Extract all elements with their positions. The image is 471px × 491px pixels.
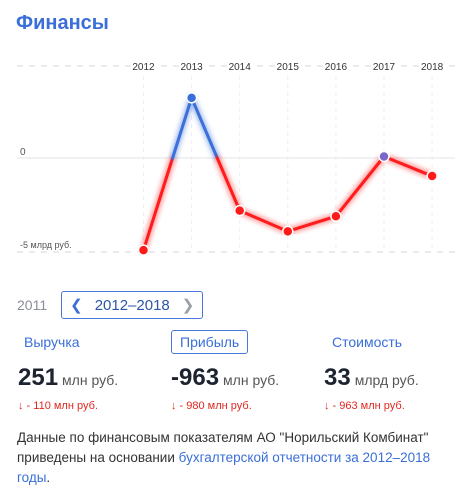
capitalization-value: 33	[324, 364, 351, 391]
series-line-segment	[286, 214, 338, 233]
financial-reports-link[interactable]: бухгалтерской отчетности за 2012–2018 го…	[17, 450, 431, 485]
y-tick-label: 0	[20, 147, 26, 158]
y-tick-label: -5 млрд руб.	[20, 240, 72, 250]
metric-profit: Прибыль -963 млн руб. ↓ - 980 млн руб.	[171, 330, 279, 412]
data-point	[137, 244, 150, 256]
data-point	[185, 92, 198, 104]
data-point	[378, 150, 390, 163]
data-point	[282, 225, 294, 238]
series-line-segment	[238, 209, 290, 233]
x-tick-label: 2016	[325, 62, 348, 73]
tab-capitalization[interactable]: Стоимость	[332, 334, 403, 350]
metric-value-capitalization: Стоимость 33 млрд руб. ↓ - 963 млн руб.	[324, 330, 419, 412]
tab-revenue[interactable]: Выручка	[24, 334, 80, 350]
chevron-left-icon[interactable]: ❮	[70, 297, 83, 314]
series-line-segment	[215, 156, 242, 213]
previous-period-year[interactable]: 2011	[17, 297, 48, 313]
series-line-segment	[190, 96, 219, 160]
data-source-note: Данные по финансовым показателям АО "Нор…	[17, 428, 457, 488]
data-point	[330, 210, 342, 223]
period-selector-row: 2011 ❮ 2012–2018 ❯	[17, 290, 204, 320]
series-line-segment	[171, 96, 194, 160]
x-tick-label: 2013	[180, 62, 203, 73]
metric-revenue: Выручка 251 млн руб. ↓ - 110 млн руб.	[18, 330, 119, 412]
profit-value: -963	[171, 364, 220, 391]
revenue-value: 251	[18, 364, 59, 391]
x-tick-label: 2014	[229, 62, 252, 73]
period-label: 2012–2018	[94, 296, 170, 314]
x-tick-label: 2015	[277, 62, 300, 73]
series-line-segment	[386, 156, 434, 178]
series-line-segment	[334, 156, 385, 218]
data-point	[233, 204, 246, 217]
revenue-change: ↓ - 110 млн руб.	[18, 400, 98, 412]
capitalization-change: ↓ - 963 млн руб.	[324, 400, 405, 412]
note-text: Данные по финансовым показателям АО "Нор…	[17, 430, 429, 465]
profit-unit: млн руб.	[223, 372, 280, 388]
data-point	[426, 170, 438, 182]
series-line-segment	[142, 156, 175, 252]
capitalization-unit: млрд руб.	[354, 372, 419, 388]
note-end: .	[46, 470, 51, 485]
x-tick-label: 2017	[373, 62, 396, 73]
chevron-right-icon[interactable]: ❯	[181, 297, 195, 314]
profit-line-chart: 2012 2013 2014 2015 2016 2017 2018 0 -5 млрд руб…	[17, 60, 455, 256]
period-selector[interactable]: ❮ 2012–2018 ❯	[61, 291, 204, 319]
revenue-unit: млн руб.	[62, 372, 119, 388]
profit-change: ↓ - 980 млн руб.	[171, 400, 252, 412]
x-tick-label: 2018	[421, 62, 444, 73]
tab-profit[interactable]: Прибыль	[171, 330, 249, 354]
x-tick-label: 2012	[132, 62, 155, 73]
section-title: Финансы	[16, 12, 109, 34]
